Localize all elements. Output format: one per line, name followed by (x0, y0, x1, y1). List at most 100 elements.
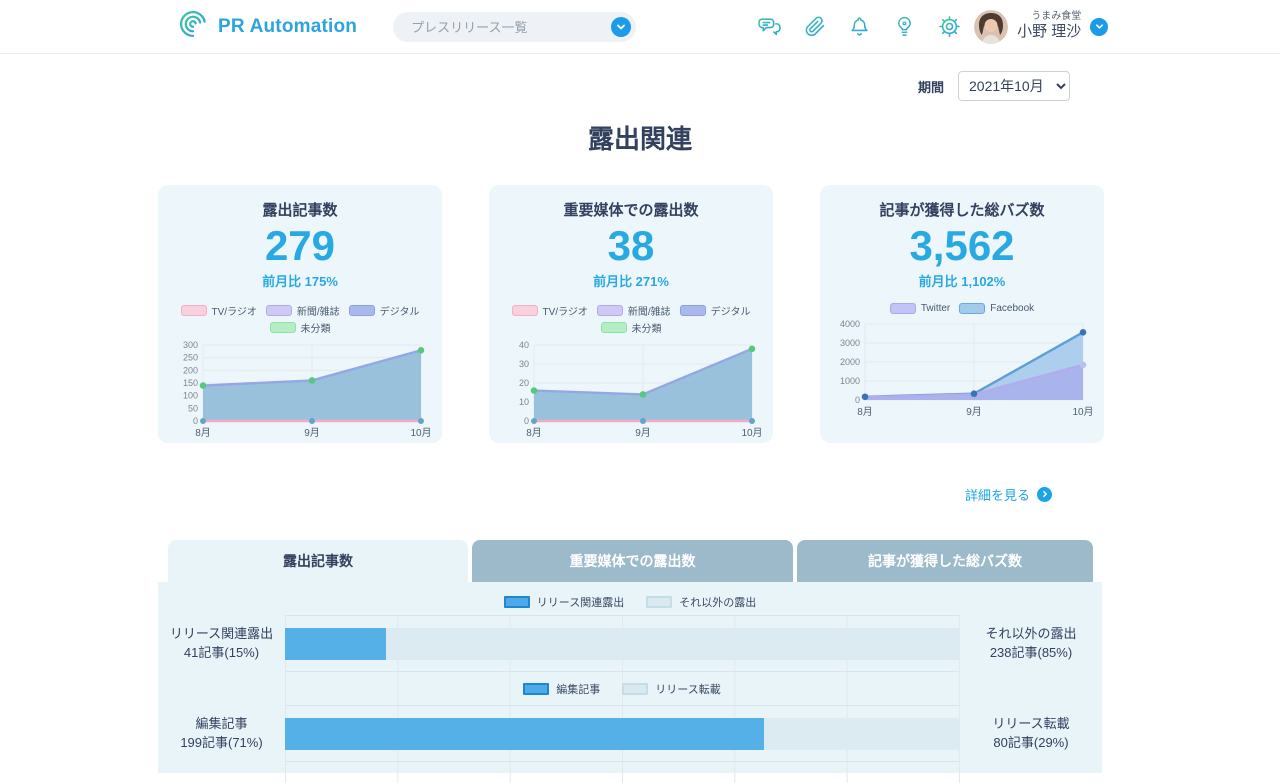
area-chart: 0 10 20 30 40 8月 9月 10月 (519, 340, 762, 439)
legend-label: 未分類 (631, 324, 662, 335)
svg-text:20: 20 (519, 378, 529, 388)
legend-label: それ以外の露出 (679, 597, 757, 609)
bar-row-2 (285, 705, 959, 761)
gear-icon[interactable] (936, 14, 962, 40)
bar-chart: リリース関連露出 41記事(15%) 編集記事 199記事(71%) (158, 615, 1102, 783)
card-key-media-exposure: 重要媒体での露出数 38 前月比 271% TV/ラジオ 新聞/雑誌 デジタル 未分類… (489, 185, 773, 443)
details-link-row: 詳細を見る (0, 483, 1280, 505)
legend-label: 新聞/雑誌 (627, 307, 671, 318)
chevron-right-icon[interactable] (1037, 486, 1052, 502)
period-label: 期間 (917, 79, 944, 95)
svg-text:0: 0 (193, 416, 198, 426)
legend-item: Facebook (959, 303, 1034, 314)
legend-item: デジタル (348, 303, 419, 318)
legend-item: Twitter (889, 303, 951, 314)
legend-item: リリース転載 (622, 681, 721, 697)
svg-text:150: 150 (183, 378, 198, 388)
press-release-dropdown-value: プレスリリース一覧 (411, 20, 528, 35)
legend-label: リリース関連露出 (536, 597, 625, 609)
legend-swatch (348, 305, 375, 316)
logo[interactable]: PR Automation (178, 9, 357, 44)
svg-text:100: 100 (183, 391, 198, 401)
bar-right-sub: 80記事(29%) (993, 735, 1069, 750)
legend-label: デジタル (710, 307, 751, 318)
svg-text:200: 200 (183, 365, 198, 375)
card-value: 279 (264, 222, 336, 269)
avatar[interactable] (974, 9, 1009, 44)
bar-legend-row-2: 編集記事 リリース転載 (285, 671, 959, 705)
bar-left-label-1: リリース関連露出 41記事(15%) (158, 615, 285, 671)
legend-swatch (679, 305, 706, 316)
legend-item: 新聞/雑誌 (265, 303, 340, 318)
bar-segment-editorial[interactable] (285, 717, 764, 750)
tab-bar: 露出記事数 重要媒体での露出数 記事が獲得した総バズ数 (168, 540, 1280, 582)
tab-total-buzz[interactable]: 記事が獲得した総バズ数 (797, 540, 1093, 582)
main: 期間 2021年10月 露出関連 露出記事数 279 前月比 175% TV/ラ… (0, 71, 1280, 783)
bar-track (285, 717, 959, 750)
legend-swatch (265, 305, 292, 316)
legend-swatch (523, 682, 550, 695)
user-company: うまみ食堂 (1031, 10, 1082, 22)
svg-text:40: 40 (519, 340, 529, 350)
bulb-icon[interactable] (891, 14, 917, 40)
svg-text:9月: 9月 (966, 406, 982, 418)
user-menu[interactable]: うまみ食堂 小野 理沙 (974, 9, 1109, 44)
bar-plot-area: 編集記事 リリース転載 (285, 615, 960, 783)
card-total-buzz: 記事が獲得した総バズ数 3,562 前月比 1,102% Twitter Face… (820, 185, 1104, 443)
legend-swatch (959, 303, 986, 314)
legend-swatch (596, 305, 623, 316)
legend-item: 未分類 (600, 320, 662, 335)
legend-item: 新聞/雑誌 (596, 303, 671, 318)
legend-label: 編集記事 (556, 683, 601, 696)
card-mom-ratio: 前月比 1,102% (918, 274, 1006, 289)
legend-swatch (511, 305, 538, 316)
bar-track (285, 627, 959, 660)
chat-icon[interactable] (756, 14, 782, 40)
navbar: PR Automation プレスリリース一覧 (0, 0, 1280, 54)
svg-text:0: 0 (855, 395, 860, 405)
svg-text:4000: 4000 (840, 319, 860, 329)
bar-segment-release[interactable] (285, 627, 387, 660)
legend-item: 未分類 (269, 320, 331, 335)
chart-legend: TV/ラジオ 新聞/雑誌 デジタル未分類 (500, 303, 762, 335)
bar-right-title: それ以外の露出 (985, 625, 1077, 641)
card-title: 記事が獲得した総バズ数 (879, 202, 1045, 219)
user-chevron-down-icon[interactable] (1090, 17, 1109, 36)
bell-icon[interactable] (846, 14, 872, 40)
bar-left-sub: 199記事(71%) (180, 735, 263, 750)
bar-right-sub: 238記事(85%) (989, 645, 1073, 660)
svg-text:9月: 9月 (304, 427, 320, 439)
legend-swatch (622, 682, 649, 695)
legend-swatch (269, 322, 296, 333)
details-link[interactable]: 詳細を見る (964, 487, 1030, 503)
period-row: 期間 2021年10月 (0, 71, 1280, 101)
legend-label: TV/ラジオ (211, 307, 257, 318)
legend-item: デジタル (679, 303, 751, 318)
press-release-dropdown[interactable]: プレスリリース一覧 (393, 11, 637, 42)
card-title: 露出記事数 (262, 202, 338, 219)
bar-left-title: 編集記事 (195, 715, 248, 731)
page-title: 露出関連 (587, 124, 692, 154)
tab-key-media-exposure[interactable]: 重要媒体での露出数 (472, 540, 793, 582)
bar-segment-other[interactable] (386, 627, 959, 660)
chevron-down-icon[interactable] (611, 16, 632, 37)
card-value: 38 (607, 222, 655, 269)
legend-item: 編集記事 (523, 681, 600, 697)
legend-label: Twitter (920, 303, 951, 314)
svg-text:250: 250 (183, 353, 198, 363)
card-mom-ratio: 前月比 175% (262, 274, 338, 289)
card-value: 3,562 (909, 222, 1015, 269)
svg-text:300: 300 (183, 340, 198, 350)
period-select[interactable]: 2021年10月 (958, 71, 1070, 101)
bar-segment-reprint[interactable] (763, 717, 959, 750)
legend-label: TV/ラジオ (542, 307, 588, 318)
tab-exposure-articles[interactable]: 露出記事数 (168, 540, 468, 582)
paperclip-icon[interactable] (801, 14, 827, 40)
legend-item: TV/ラジオ (180, 303, 257, 318)
stat-cards: 露出記事数 279 前月比 175% TV/ラジオ 新聞/雑誌 デジタル 未分類 0 5… (158, 185, 1104, 443)
chart-legend: TV/ラジオ 新聞/雑誌 デジタル未分類 (169, 303, 431, 335)
bar-left-title: リリース関連露出 (169, 625, 274, 641)
svg-text:0: 0 (524, 416, 529, 426)
svg-text:8月: 8月 (857, 406, 873, 418)
bar-right-label-1: それ以外の露出 238記事(85%) (960, 615, 1102, 671)
